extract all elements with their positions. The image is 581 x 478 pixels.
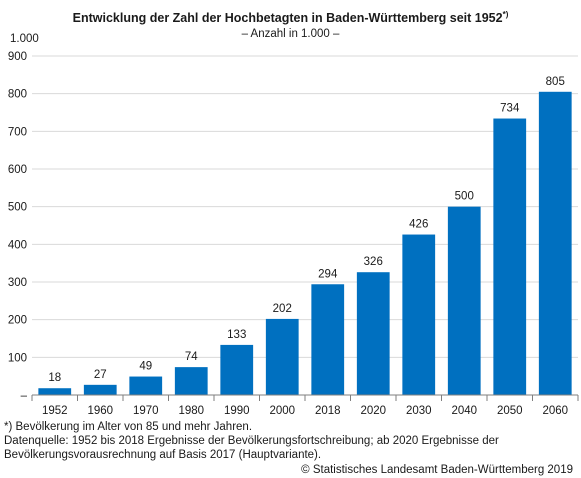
x-tick-label: 1960 xyxy=(87,405,113,417)
y-tick-label: 700 xyxy=(8,126,27,138)
x-tick-label: 2030 xyxy=(406,405,432,417)
data-label: 805 xyxy=(546,76,565,88)
footnote-definition: *) Bevölkerung im Alter von 85 und mehr … xyxy=(4,421,253,433)
y-tick-label: 100 xyxy=(8,352,27,364)
data-label: 500 xyxy=(455,191,474,203)
bar xyxy=(38,388,72,395)
y-tick-label: 600 xyxy=(8,164,27,176)
x-tick-label: 1952 xyxy=(42,405,68,417)
chart-title: Entwicklung der Zahl der Hochbetagten in… xyxy=(0,10,581,25)
copyright-notice: © Statistisches Landesamt Baden-Württemb… xyxy=(301,464,573,476)
chart-title-note: *) xyxy=(502,10,509,19)
bar xyxy=(447,206,481,395)
x-tick-label: 2040 xyxy=(451,405,477,417)
x-tick-label: 2018 xyxy=(315,405,341,417)
data-label: 74 xyxy=(185,351,198,363)
x-tick-label: 2050 xyxy=(497,405,523,417)
data-label: 18 xyxy=(48,372,61,384)
y-axis-unit-label: 1.000 xyxy=(10,33,39,45)
data-label: 49 xyxy=(139,361,152,373)
x-tick-label: 2020 xyxy=(360,405,386,417)
bar xyxy=(402,234,436,395)
bar xyxy=(174,367,208,395)
chart-title-text: Entwicklung der Zahl der Hochbetagten in… xyxy=(72,11,503,26)
x-tick-label: 1970 xyxy=(133,405,159,417)
x-tick-label: 1990 xyxy=(224,405,250,417)
x-tick-label: 2060 xyxy=(542,405,568,417)
x-tick-label: 1980 xyxy=(178,405,204,417)
bar xyxy=(129,376,163,395)
data-label: 294 xyxy=(318,268,338,280)
data-label: 326 xyxy=(364,256,383,268)
x-tick-label: 2000 xyxy=(269,405,295,417)
data-label: 426 xyxy=(409,219,428,231)
y-tick-label: 800 xyxy=(8,89,27,101)
chart-subtitle: – Anzahl in 1.000 – xyxy=(241,28,340,40)
y-tick-label: 300 xyxy=(8,277,27,289)
bar xyxy=(493,118,527,395)
footnote-source-line-1: Datenquelle: 1952 bis 2018 Ergebnisse de… xyxy=(4,435,499,447)
data-label: 133 xyxy=(227,329,246,341)
data-label: 27 xyxy=(94,369,107,381)
bar xyxy=(311,284,345,395)
y-tick-label: 900 xyxy=(8,51,27,63)
bar xyxy=(538,91,572,396)
y-tick-label: 400 xyxy=(8,239,27,251)
bar xyxy=(265,318,299,395)
data-label: 734 xyxy=(500,103,520,115)
y-tick-label: 500 xyxy=(8,202,27,214)
bar xyxy=(220,344,254,395)
y-tick-label: – xyxy=(21,390,28,402)
y-tick-label: 200 xyxy=(8,315,27,327)
bar xyxy=(356,272,390,395)
footnote-source-line-2: Bevölkerungsvorausrechnung auf Basis 201… xyxy=(4,449,322,461)
data-label: 202 xyxy=(273,303,292,315)
bar xyxy=(83,384,117,395)
